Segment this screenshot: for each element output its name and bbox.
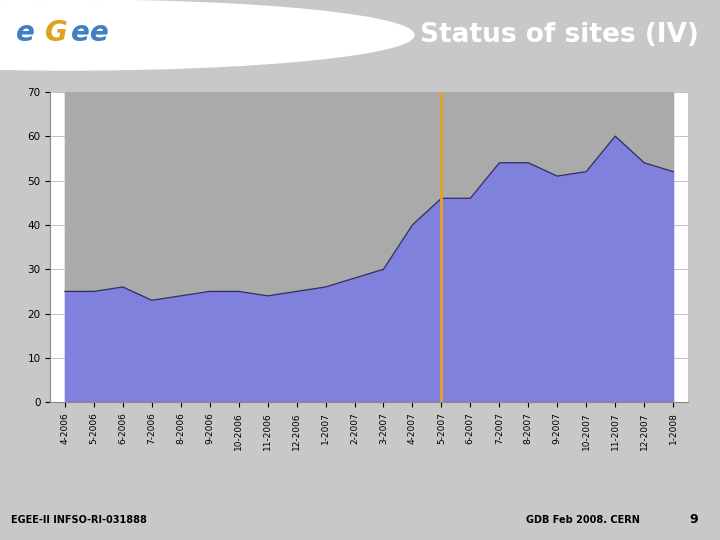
Text: EGEE-II INFSO-RI-031888: EGEE-II INFSO-RI-031888 bbox=[11, 515, 147, 525]
Text: G: G bbox=[45, 19, 68, 47]
Text: Status of sites (IV): Status of sites (IV) bbox=[420, 22, 698, 48]
Text: Enabling Grids for E-sciencE: Enabling Grids for E-sciencE bbox=[98, 62, 186, 66]
Text: GDB Feb 2008. CERN: GDB Feb 2008. CERN bbox=[526, 515, 639, 525]
Text: Number of certified sites publishing UserDN by Month (EGEE-II): Number of certified sites publishing Use… bbox=[150, 103, 573, 116]
Text: e: e bbox=[16, 19, 35, 47]
Circle shape bbox=[0, 0, 414, 70]
Text: ee: ee bbox=[71, 19, 108, 47]
Text: Italian Sites start to publish UserDN: Italian Sites start to publish UserDN bbox=[300, 236, 583, 250]
Text: 9: 9 bbox=[690, 513, 698, 526]
